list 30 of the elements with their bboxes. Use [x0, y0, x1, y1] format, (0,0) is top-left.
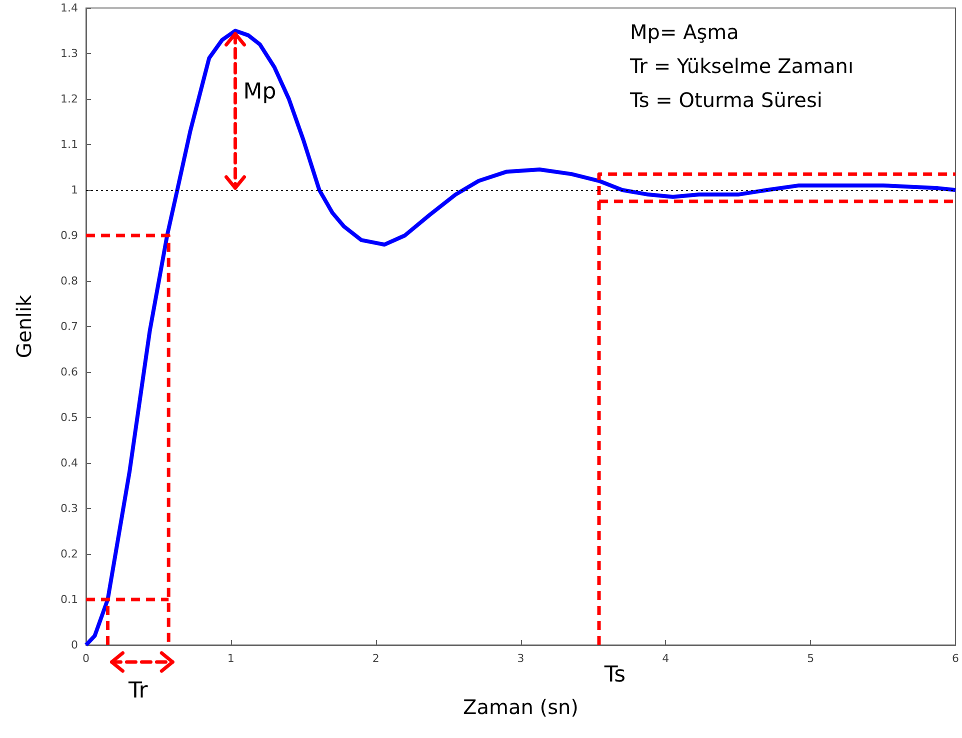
- y-tick-label: 0.5: [60, 411, 78, 424]
- y-tick-label: 0.9: [60, 229, 78, 242]
- y-tick-label: 0.7: [60, 320, 78, 333]
- y-axis-title: Genlik: [12, 294, 36, 358]
- annotation: Mp: [243, 80, 276, 105]
- annotation: Tr = Yükselme Zamanı: [629, 54, 854, 78]
- x-tick-label: 6: [952, 652, 959, 665]
- y-tick-label: 0.6: [60, 366, 78, 378]
- y-tick-label: 1: [71, 184, 78, 196]
- y-tick-label: 0.8: [60, 274, 78, 288]
- y-tick-label: 1.4: [60, 2, 78, 14]
- y-tick-label: 0.4: [60, 456, 78, 470]
- x-tick-label: 5: [807, 652, 814, 665]
- x-tick-label: 0: [82, 652, 90, 665]
- y-tick-label: 1.3: [60, 47, 78, 60]
- y-tick-label: 0: [71, 638, 78, 652]
- x-tick-label: 3: [517, 652, 524, 665]
- y-tick-label: 1.1: [60, 138, 78, 151]
- annotation: Ts = Oturma Süresi: [629, 88, 822, 112]
- y-tick-label: 0.2: [60, 548, 78, 560]
- x-axis-title: Zaman (sn): [463, 695, 578, 719]
- text: Tr: [128, 678, 149, 704]
- y-tick-label: 0.3: [60, 502, 78, 515]
- x-tick-label: 1: [227, 652, 234, 665]
- x-tick-label: 4: [662, 652, 670, 665]
- y-tick-label: 0.1: [60, 593, 78, 606]
- annotation: Mp= Aşma: [630, 20, 739, 44]
- y-tick-label: 1.2: [60, 92, 78, 106]
- text: Ts: [603, 662, 626, 688]
- x-tick-label: 2: [372, 652, 380, 665]
